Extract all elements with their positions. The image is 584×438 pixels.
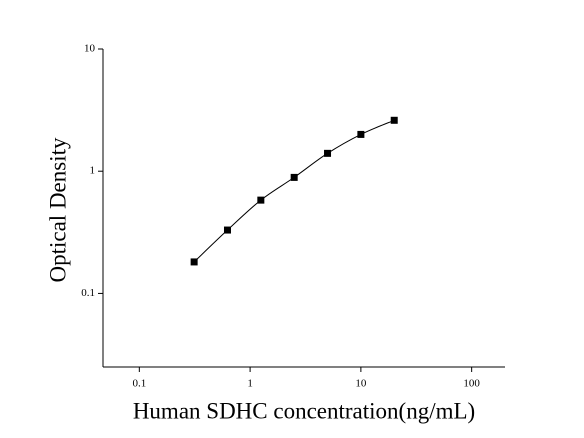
x-tick-label: 1 [247, 378, 253, 390]
data-point [257, 196, 265, 204]
x-tick-label: 100 [463, 378, 480, 390]
data-point [390, 116, 398, 124]
y-axis-title: Optical Density [45, 137, 70, 282]
data-point [190, 258, 198, 266]
fit-curve [193, 119, 395, 263]
data-point [357, 130, 365, 138]
x-tick-label: 10 [355, 378, 367, 390]
data-point [324, 149, 332, 157]
data-point [290, 173, 298, 181]
y-tick-label: 0.1 [81, 287, 95, 299]
x-axis-title: Human SDHC concentration(ng/mL) [133, 398, 475, 423]
y-tick-label: 10 [84, 43, 96, 55]
y-tick-label: 1 [90, 165, 96, 177]
x-tick-label: 0.1 [132, 378, 146, 390]
data-point [223, 226, 231, 234]
